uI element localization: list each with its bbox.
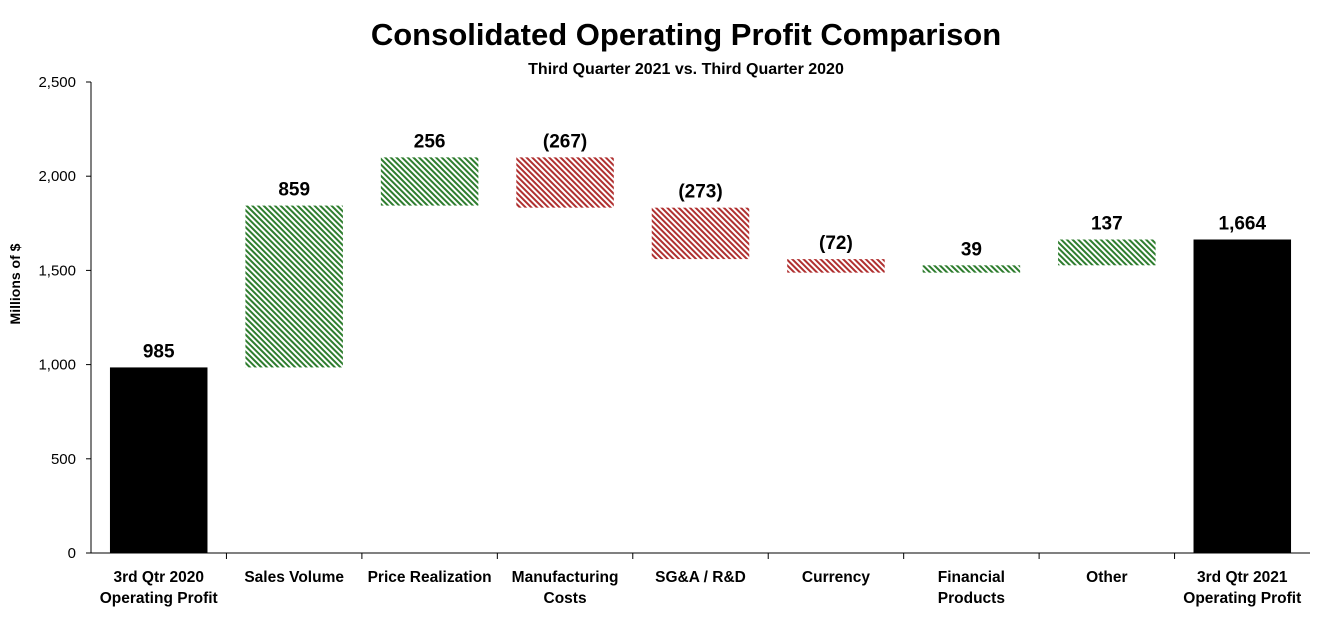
- bar-decrease: [516, 157, 614, 208]
- bar-increase: [245, 205, 343, 368]
- bar-decrease: [651, 207, 750, 260]
- x-tick-label-line: SG&A / R&D: [655, 569, 746, 586]
- chart-title: Consolidated Operating Profit Comparison: [371, 17, 1001, 52]
- data-label: 137: [1091, 214, 1123, 235]
- x-tick-label: 3rd Qtr 2020 Operating Profit: [100, 569, 218, 607]
- x-tick-label-line: Price Realization: [368, 569, 492, 586]
- data-label: (273): [678, 182, 722, 203]
- y-tick-label: 1,000: [38, 357, 76, 374]
- y-ticks: 0 500 1,000 1,500 2,000 2,500: [38, 74, 91, 562]
- bar-increase: [380, 157, 479, 206]
- x-tick-label-line: Costs: [544, 590, 587, 607]
- bar-increase: [922, 265, 1021, 273]
- x-tick-label: Other: [1086, 569, 1127, 586]
- x-tick-label-line: Products: [938, 590, 1005, 607]
- bar-total: [1193, 239, 1292, 554]
- x-tick-label-line: Sales Volume: [244, 569, 344, 586]
- x-tick-label: SG&A / R&D: [655, 569, 746, 586]
- data-label: (267): [543, 131, 587, 152]
- x-tick-label: Price Realization: [368, 569, 492, 586]
- x-tick-label: Manufacturing Costs: [512, 569, 619, 607]
- data-label: 39: [961, 239, 982, 260]
- bars: [109, 157, 1292, 554]
- y-tick-label: 2,000: [38, 168, 76, 185]
- x-ticks: 3rd Qtr 2020 Operating Profit Sales Volume…: [100, 553, 1301, 607]
- y-axis-label: Millions of $: [7, 243, 23, 324]
- bar-increase: [1058, 239, 1156, 266]
- data-label: 1,664: [1219, 214, 1267, 235]
- x-tick-label: Currency: [802, 569, 870, 586]
- bar-decrease: [787, 259, 885, 273]
- bar-total: [109, 367, 208, 553]
- data-labels: 985 859 256 (267) (273) (72) 39 137 1,664: [143, 131, 1267, 362]
- y-tick-label: 0: [68, 545, 76, 562]
- x-tick-label-line: Operating Profit: [1183, 590, 1301, 607]
- x-tick-label: Financial Products: [938, 569, 1005, 607]
- data-label: 859: [278, 180, 310, 201]
- x-tick-label: Sales Volume: [244, 569, 344, 586]
- y-tick-label: 2,500: [38, 74, 76, 91]
- x-tick-label-line: Currency: [802, 569, 870, 586]
- y-tick-label: 1,500: [38, 262, 76, 279]
- data-label: (72): [819, 233, 853, 254]
- y-tick-label: 500: [51, 451, 76, 468]
- chart-subtitle: Third Quarter 2021 vs. Third Quarter 202…: [528, 61, 844, 78]
- x-tick-label-line: Financial: [938, 569, 1005, 586]
- data-label: 985: [143, 341, 175, 362]
- x-tick-label-line: Operating Profit: [100, 590, 218, 607]
- x-tick-label: 3rd Qtr 2021 Operating Profit: [1183, 569, 1301, 607]
- x-tick-label-line: Manufacturing: [512, 569, 619, 586]
- data-label: 256: [414, 131, 446, 152]
- x-tick-label-line: 3rd Qtr 2020: [113, 569, 203, 586]
- x-tick-label-line: 3rd Qtr 2021: [1197, 569, 1288, 586]
- x-tick-label-line: Other: [1086, 569, 1127, 586]
